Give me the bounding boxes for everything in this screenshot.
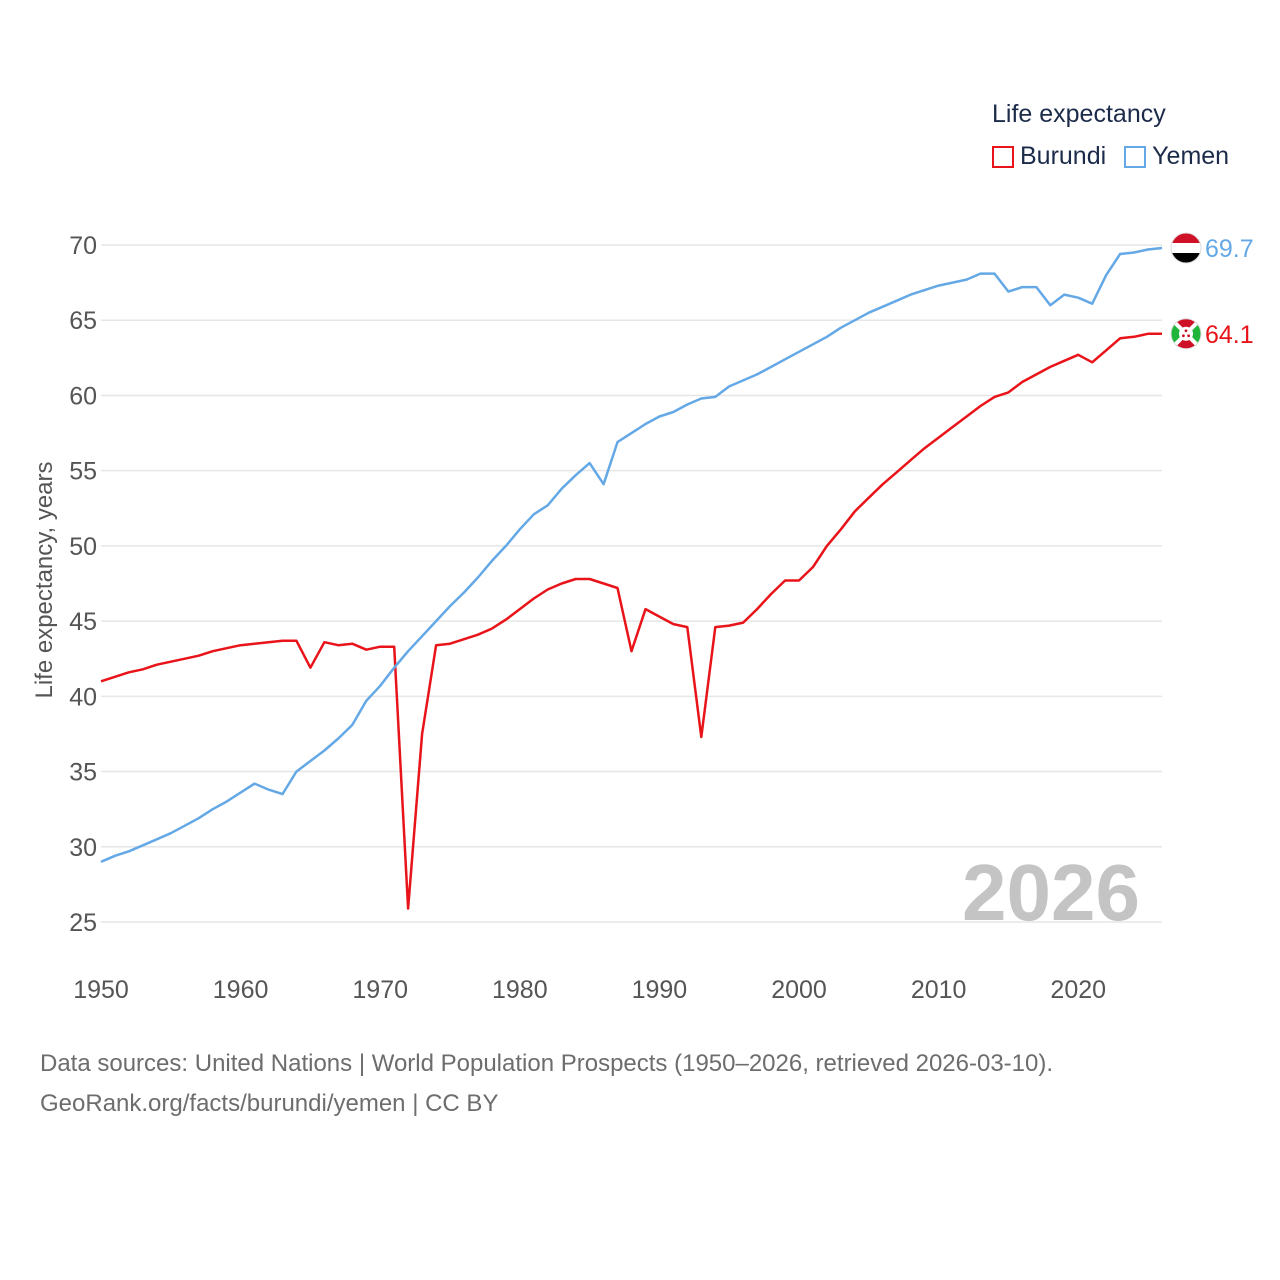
y-tick-label: 40 bbox=[69, 683, 97, 711]
end-markers: 64.1 69.7 bbox=[1170, 232, 1254, 350]
y-tick-label: 45 bbox=[69, 608, 97, 636]
x-tick-label: 1960 bbox=[213, 976, 269, 1004]
y-tick-label: 60 bbox=[69, 382, 97, 410]
y-tick-label: 35 bbox=[69, 759, 97, 787]
x-tick-label: 1970 bbox=[352, 976, 408, 1004]
legend-label-yemen: Yemen bbox=[1152, 142, 1230, 170]
end-value-burundi: 64.1 bbox=[1205, 321, 1254, 349]
end-value-yemen: 69.7 bbox=[1205, 235, 1254, 263]
y-tick-label: 70 bbox=[69, 232, 97, 260]
y-axis-ticks: 25 30 35 40 45 50 55 60 65 70 bbox=[69, 232, 97, 937]
source-note: Data sources: United Nations | World Pop… bbox=[40, 1044, 1053, 1124]
x-tick-label: 2010 bbox=[911, 976, 967, 1004]
y-tick-label: 50 bbox=[69, 533, 97, 561]
legend-item-yemen[interactable]: Yemen bbox=[1124, 142, 1229, 171]
source-line-1: Data sources: United Nations | World Pop… bbox=[40, 1050, 1054, 1077]
legend-swatch-yemen bbox=[1124, 145, 1147, 168]
legend-swatch-burundi bbox=[992, 145, 1014, 168]
y-axis-label: Life expectancy, years bbox=[31, 461, 58, 698]
y-tick-label: 30 bbox=[69, 834, 97, 862]
legend: Burundi Yemen bbox=[992, 142, 1247, 171]
x-tick-label: 1950 bbox=[73, 976, 129, 1004]
series-lines bbox=[100, 246, 1163, 910]
series-line-burundi bbox=[100, 332, 1162, 910]
x-axis-ticks: 1950 1960 1970 1980 1990 2000 2010 2020 bbox=[73, 976, 1106, 1004]
legend-item-burundi[interactable]: Burundi bbox=[992, 142, 1106, 171]
flag-yemen-icon bbox=[1170, 232, 1202, 264]
x-tick-label: 2000 bbox=[771, 976, 827, 1004]
x-tick-label: 1990 bbox=[632, 976, 688, 1004]
legend-label-burundi: Burundi bbox=[1020, 142, 1107, 170]
grid-lines bbox=[101, 244, 1162, 923]
legend-title: Life expectancy bbox=[992, 100, 1166, 128]
source-line-2[interactable]: GeoRank.org/facts/burundi/yemen | CC BY bbox=[40, 1090, 499, 1117]
x-tick-label: 2020 bbox=[1050, 976, 1106, 1004]
y-tick-label: 65 bbox=[69, 307, 97, 335]
y-tick-label: 55 bbox=[69, 458, 97, 486]
series-line-yemen bbox=[100, 246, 1163, 863]
flag-burundi-icon bbox=[1170, 318, 1202, 350]
x-tick-label: 1980 bbox=[492, 976, 548, 1004]
year-watermark: 2026 bbox=[962, 848, 1140, 937]
y-tick-label: 25 bbox=[69, 909, 97, 937]
